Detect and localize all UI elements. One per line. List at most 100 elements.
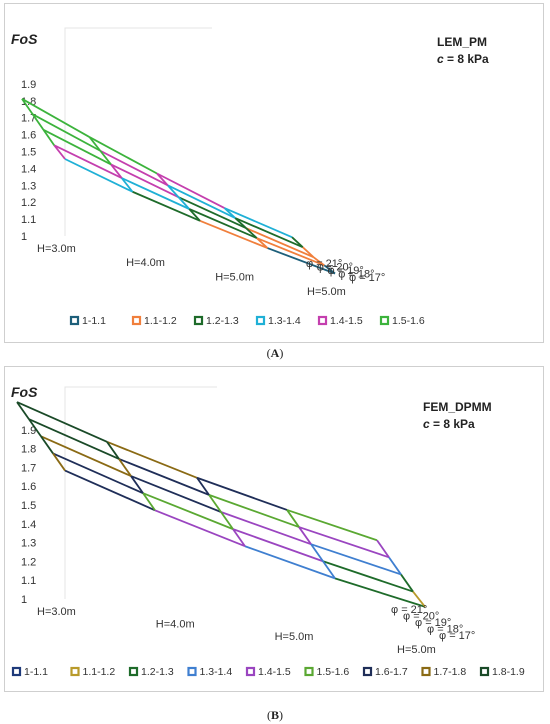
surface-grid-line [286,509,378,542]
surface-grid-line [224,207,293,238]
legend-swatch [69,315,80,326]
legend-swatch [245,666,256,677]
phi-tick-label: φ = 20° [403,611,439,623]
surface-grid-line [106,441,120,460]
h-tick-label: H=3.0m [37,243,76,255]
legend-swatch [379,315,390,326]
z-tick-label: 1 [21,594,27,606]
surface-grid-line [64,469,156,512]
z-tick-label: 1.1 [21,575,36,587]
surface-grid-line [118,458,132,477]
legend-label: 1.7-1.8 [434,666,467,678]
surface-grid-line [234,217,247,229]
surface-grid-line [388,556,402,575]
surface-grid-line [310,543,324,562]
surface-grid-line [130,475,144,494]
surface-grid-line [16,401,108,443]
surface-grid-line [99,149,169,187]
surface-grid-line [412,590,426,608]
surface-grid-line [53,144,123,179]
phi-tick-label: φ = 17° [439,630,475,642]
legend-label: 1.8-1.9 [492,666,525,678]
surface-grid-line [208,494,300,528]
legend-label: 1.6-1.7 [375,666,408,678]
surface-grid-line [245,227,314,258]
surface-grid-line [28,418,42,437]
legend-swatch [70,666,80,677]
surface-grid-line [52,452,144,494]
z-tick-label: 1.7 [21,462,36,474]
phi-tick-label: φ = 18° [427,624,463,636]
h-tick-label: H=5.0m [397,644,436,656]
z-tick-label: 1.9 [21,79,36,91]
phi-tick-label: φ = 21° [391,604,427,616]
h-tick-label: H=3.0m [37,606,76,618]
surface-grid-line [232,528,324,563]
surface-grid-line [32,113,101,152]
surface-grid-line [132,190,201,222]
surface-grid-line [21,98,90,138]
z-tick-label: 1.6 [21,481,36,493]
surface-grid-line [88,136,101,152]
legend-swatch [362,666,373,677]
surface-grid-line [32,113,45,131]
surface-grid-line [177,196,190,210]
h-tick-label: H=5.0m [215,271,254,283]
back-wall [64,27,212,236]
surface-grid-line [298,526,312,545]
surface-grid-line [199,219,268,249]
z-tick-label: 1.6 [21,130,36,142]
z-tick-label: 1.2 [21,556,36,568]
surface-grid-line [106,440,198,479]
legend-label: 1.5-1.6 [317,666,350,678]
surface-grid-line [400,573,414,593]
surface-grid-line [220,511,234,530]
back-wall [64,386,217,599]
cohesion-label: c = 8 kPa [437,52,489,66]
z-tick-label: 1.5 [21,147,36,159]
legend-label: 1.3-1.4 [268,315,301,327]
surface-grid-line [188,208,258,239]
surface-grid-line [322,560,414,593]
surface-grid-line [89,136,158,175]
surface-grid-line [130,475,222,513]
surface-grid-line [167,184,180,198]
surface-grid-line [267,247,336,275]
surface-grid-line [178,196,247,229]
legend-label: 1.4-1.5 [330,315,363,327]
surface-grid-line [208,494,222,513]
z-tick-label: 1.1 [21,214,36,226]
surface-grid-line [118,458,210,496]
surface-grid-line [40,435,132,477]
surface-grid-line [121,177,190,210]
surface-grid-line [244,545,336,580]
legend-swatch [131,315,142,326]
legend-label: 1.1-1.2 [83,666,116,678]
surface-grid-line [298,526,390,559]
surface-grid-line [121,177,134,193]
legend-label: 1.1-1.2 [144,315,177,327]
z-tick-label: 1.4 [21,519,36,531]
h-tick-label: H=5.0m [307,286,346,298]
method-label: LEM_PM [437,35,487,49]
legend-label: 1-1.1 [82,315,106,327]
phi-tick-label: φ = 19° [328,265,364,277]
surface-grid-line [310,543,402,576]
surface-grid-line [16,401,30,420]
surface-mesh [21,98,336,275]
z-tick-label: 1.4 [21,163,36,175]
legend-swatch [187,666,197,677]
legend-swatch [304,666,314,677]
surface-grid-line [28,418,120,460]
legend-label: 1.5-1.6 [392,315,425,327]
legend-label: 1.2-1.3 [206,315,239,327]
legend-swatch [128,666,139,677]
legend-label: 1-1.1 [24,666,48,678]
z-axis-title: FoS [11,31,38,47]
caption-b: (B) [266,708,283,722]
legend-swatch [255,315,266,326]
z-tick-label: 1 [21,231,27,243]
surface-grid-line [43,129,112,166]
z-tick-label: 1.5 [21,500,36,512]
legend-swatch [193,315,204,326]
